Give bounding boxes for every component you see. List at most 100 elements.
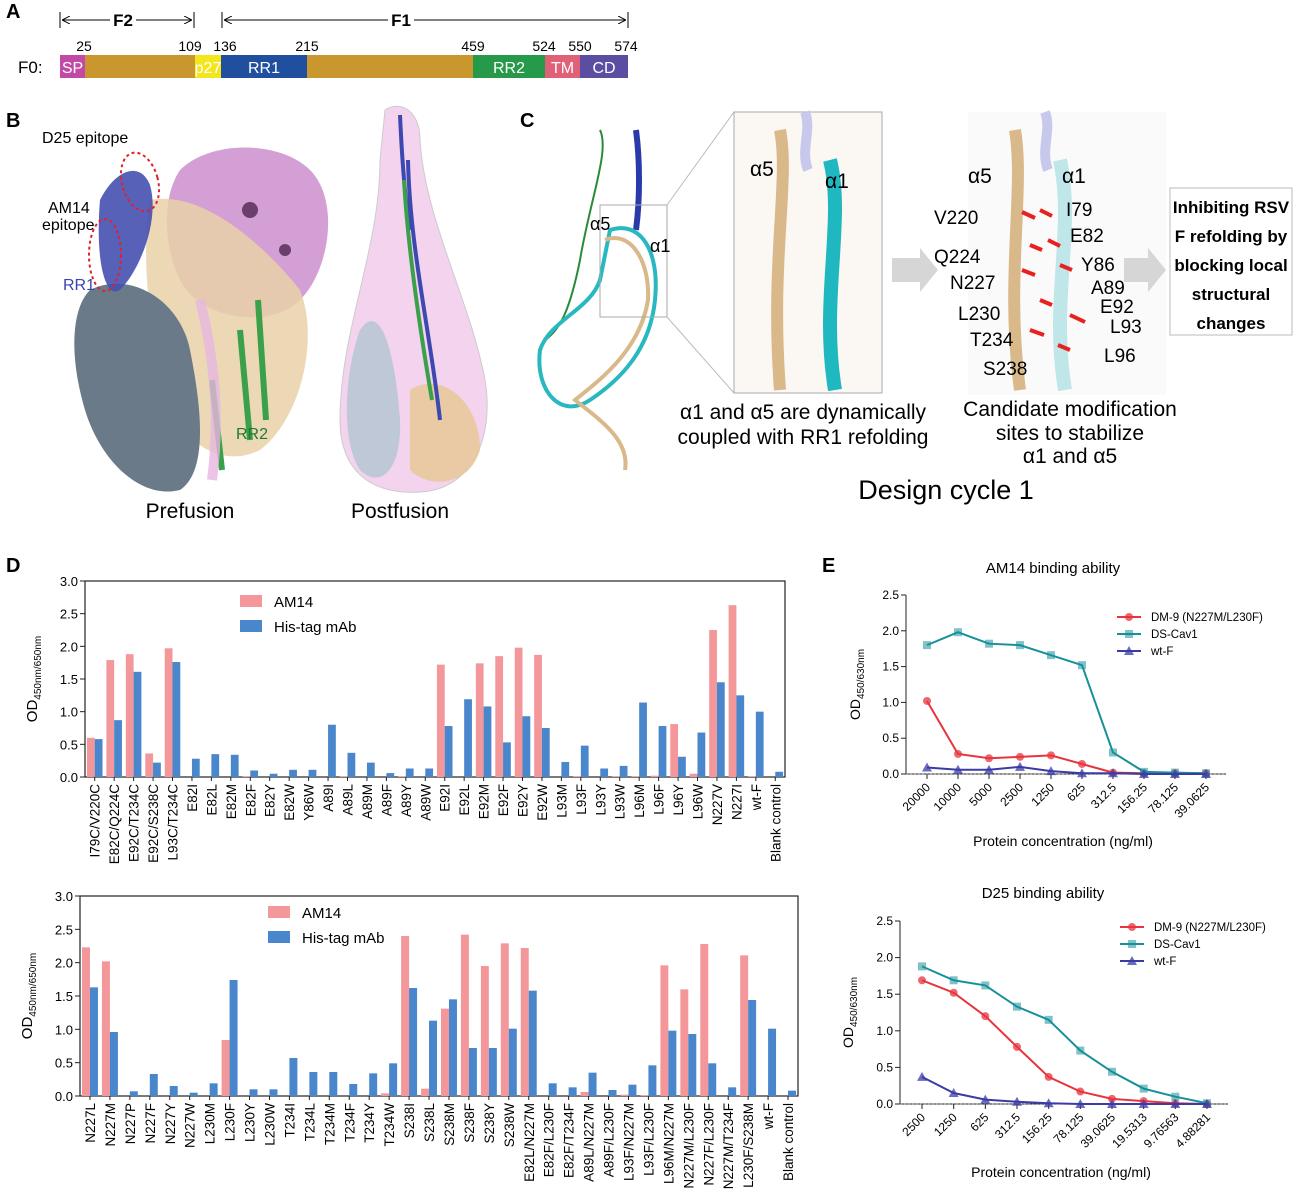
x-tick-label-t234i: T234I <box>282 1103 297 1138</box>
x-tick-label-a89l: A89L <box>341 784 356 816</box>
data-point-wt-f-39-0625 <box>1107 1099 1117 1108</box>
bar-his-tag-mab-l96m <box>639 702 647 777</box>
domain-segment-p27 <box>195 55 221 78</box>
y-tick-label: 3.0 <box>55 889 73 904</box>
alpha1-label-sites: α1 <box>1062 165 1086 188</box>
x-tick-label-l96m: L96M <box>632 784 647 818</box>
bar-am14-l230f <box>221 1040 230 1096</box>
bar-his-tag-mab-a89m <box>366 762 375 777</box>
conclusion-line: blocking local <box>1174 256 1287 275</box>
panel-label-d: D <box>6 555 20 577</box>
y-tick-label: 0.5 <box>876 1060 893 1074</box>
x-tick-label-20000: 20000 <box>900 780 934 814</box>
bar-his-tag-mab-t234w <box>389 1063 398 1096</box>
x-tick-label-t234w: T234W <box>382 1103 397 1147</box>
bar-am14-l93f-n227m <box>620 1094 629 1096</box>
x-tick-label-e82f-t234f: E82F/T234F <box>562 1103 577 1178</box>
x-tick-label-n227v: N227V <box>710 784 725 825</box>
x-tick-label-s238m: S238M <box>442 1103 457 1146</box>
data-point-ds-cav1-9-76563 <box>1171 1092 1180 1101</box>
x-tick-label-l93c-t234c: L93C/T234C <box>166 784 181 861</box>
bar-am14-n227v <box>709 630 717 777</box>
x-tick-label-10000: 10000 <box>931 780 965 814</box>
y-tick-label: 1.0 <box>882 695 899 709</box>
bar-am14-n227m-l230f <box>680 989 689 1096</box>
x-tick-label-n227l: N227L <box>83 1103 98 1143</box>
bar-am14-a89l-n227m <box>580 1092 589 1096</box>
bar-his-tag-mab-a89f <box>386 773 395 777</box>
bar-am14-e82f <box>242 776 251 777</box>
arrow-right-icon <box>1124 248 1166 292</box>
bar-am14-e92y <box>514 647 523 777</box>
bar-his-tag-mab-n227v <box>716 682 725 777</box>
panel-a: A F2 F1 F0: SP p27 RR1 RR2 TM CD 25 109 136 215 4… <box>6 1 638 78</box>
legend-swatch-his-tag-mab <box>268 931 290 943</box>
data-point-dm-9-n227m-l230f-1250 <box>949 988 958 997</box>
residue-label-l230: L230 <box>958 304 1000 325</box>
legend-marker-wt-f <box>1127 956 1137 965</box>
x-tick-label-e82i: E82I <box>185 784 200 812</box>
bar-am14-l93c-t234c <box>164 648 173 777</box>
design-cycle-title: Design cycle 1 <box>858 475 1034 505</box>
legend-label-wt-f: wt-F <box>1153 956 1176 968</box>
y-tick-label: 0.5 <box>882 731 899 745</box>
data-point-ds-cav1-1250 <box>1047 651 1055 660</box>
bar-his-tag-mab-e82l <box>211 754 220 777</box>
residue-label-y86: Y86 <box>1081 255 1115 276</box>
y-tick-label: 2.0 <box>876 951 893 965</box>
data-point-dm-9-n227m-l230f-312-5 <box>1013 1042 1021 1051</box>
domain-segment-sp <box>60 55 85 78</box>
x-tick-label-l230f: L230F <box>223 1103 238 1141</box>
bar-his-tag-mab-l93f-n227m <box>628 1084 637 1096</box>
residue-number: 215 <box>295 38 319 54</box>
data-point-wt-f-10000 <box>953 764 963 774</box>
y-tick-label: 2.5 <box>876 914 893 928</box>
am14-epitope-outline <box>88 218 122 292</box>
data-point-dm-9-n227m-l230f-39-0625 <box>1108 1094 1116 1103</box>
x-tick-label-s238l: S238L <box>422 1103 437 1143</box>
bar-his-tag-mab-e92w <box>541 728 550 777</box>
series-line-wt-f <box>926 765 1206 775</box>
residue-number: 459 <box>461 38 485 54</box>
bar-his-tag-mab-a89l-n227m <box>588 1072 597 1096</box>
bar-his-tag-mab-l230w <box>269 1089 278 1096</box>
x-tick-label-39-0625: 39.0625 <box>1172 780 1213 821</box>
domain-segment-rr2 <box>473 55 545 78</box>
bar-am14-s238m <box>440 1008 449 1096</box>
x-tick-label-625: 625 <box>967 1110 991 1134</box>
data-point-wt-f-1250 <box>1046 766 1056 776</box>
residue-label-n227: N227 <box>950 273 995 294</box>
am14-epitope-label-line1: AM14 <box>48 200 90 217</box>
bar-his-tag-mab-l96w <box>697 732 706 777</box>
x-tick-label-a89w: A89W <box>418 784 433 821</box>
x-tick-label-n227w: N227W <box>183 1103 198 1148</box>
bar-his-tag-mab-e82m <box>230 754 239 777</box>
bar-his-tag-mab-n227m <box>109 1032 118 1096</box>
data-point-wt-f-9-76563 <box>1170 1099 1181 1108</box>
arrow-right-icon <box>892 248 938 292</box>
domain-label-rr1: RR1 <box>248 60 280 77</box>
residue-number: 574 <box>614 38 638 54</box>
x-tick-label-e92i: E92I <box>438 784 453 812</box>
bar-am14-e92c-t234c <box>125 654 134 777</box>
x-tick-label-s238f: S238F <box>462 1103 477 1143</box>
x-tick-label-t234y: T234Y <box>362 1103 377 1143</box>
domain-label-p27: p27 <box>195 60 222 77</box>
x-tick-label-e82w: E82W <box>282 784 297 821</box>
bar-his-tag-mab-l93w <box>619 765 628 777</box>
x-tick-label-i79c-v220c: I79C/V220C <box>88 784 103 858</box>
postfusion-label: Postfusion <box>351 500 449 523</box>
bar-his-tag-mab-n227w <box>189 1092 198 1096</box>
y-axis-label: OD450nm/650nm <box>24 636 44 722</box>
x-tick-label-n227m: N227M <box>103 1103 118 1147</box>
alpha1-label-small: α1 <box>650 236 670 256</box>
y-tick-label: 0.5 <box>55 1056 73 1071</box>
x-tick-label-e82f: E82F <box>243 784 258 816</box>
panel-b: B D25 epitope AM14 epitope RR1 RR2 Prefu… <box>6 105 488 523</box>
caption-candidate-line1: Candidate modification <box>963 398 1177 421</box>
series-line-ds-cav1 <box>921 965 1208 1105</box>
residue-number: 25 <box>76 38 92 54</box>
y-axis-label-main: OD <box>24 700 41 723</box>
residue-label-a89: A89 <box>1091 278 1125 299</box>
